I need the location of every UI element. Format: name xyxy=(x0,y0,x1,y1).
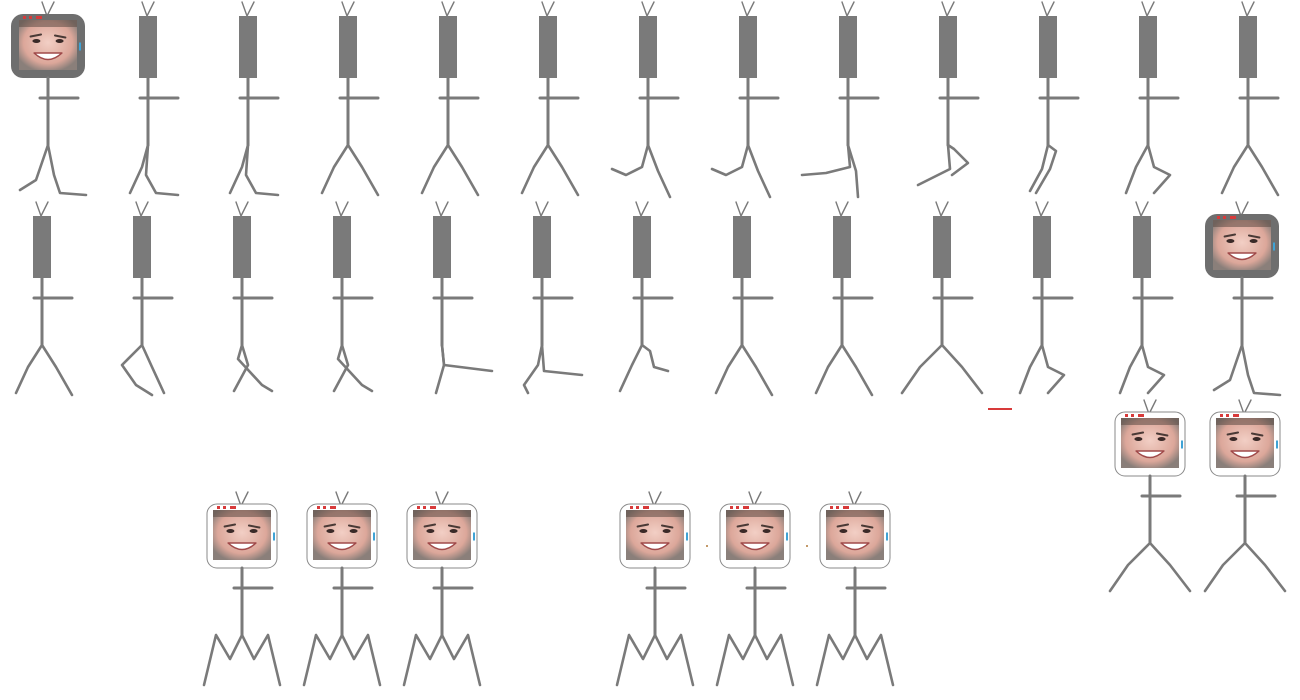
walk-row-2-frame-5 xyxy=(392,200,494,400)
pose-group-middle-frame-2 xyxy=(705,490,805,690)
tan-marker-2 xyxy=(806,545,808,547)
pose-group-right-frame-1 xyxy=(1100,398,1200,598)
walk-row-1-frame-2 xyxy=(98,0,198,200)
walk-row-2-frame-7 xyxy=(592,200,692,400)
walk-row-2-frame-13 xyxy=(1192,200,1292,400)
pose-group-middle-frame-3 xyxy=(805,490,905,690)
walk-row-2-frame-6 xyxy=(492,200,592,400)
walk-row-1-frame-12 xyxy=(1098,0,1198,200)
tan-marker-1 xyxy=(706,545,708,547)
walk-row-1-frame-11 xyxy=(998,0,1098,200)
walk-row-1-frame-6 xyxy=(498,0,598,200)
pose-group-left-frame-1 xyxy=(192,490,292,690)
walk-row-2-frame-8 xyxy=(692,200,792,400)
walk-row-1-frame-8 xyxy=(698,0,798,200)
pose-group-middle-frame-1 xyxy=(605,490,705,690)
walk-row-2-frame-2 xyxy=(92,200,192,400)
red-marker xyxy=(988,408,1012,410)
walk-row-2-frame-9 xyxy=(792,200,892,400)
walk-row-2-frame-3 xyxy=(192,200,292,400)
walk-row-1-frame-7 xyxy=(598,0,698,200)
walk-row-1-frame-10 xyxy=(898,0,998,200)
walk-row-2-frame-11 xyxy=(992,200,1092,400)
walk-row-2-frame-1 xyxy=(0,200,92,400)
walk-row-2-frame-10 xyxy=(892,200,992,400)
walk-row-2-frame-4 xyxy=(292,200,392,400)
walk-row-1-frame-1 xyxy=(0,0,98,200)
pose-group-right-frame-2 xyxy=(1195,398,1295,598)
walk-row-1-frame-3 xyxy=(198,0,298,200)
pose-group-left-frame-2 xyxy=(292,490,392,690)
walk-row-1-frame-4 xyxy=(298,0,398,200)
walk-row-1-frame-13 xyxy=(1198,0,1298,200)
walk-row-1-frame-9 xyxy=(798,0,898,200)
walk-row-1-frame-5 xyxy=(398,0,498,200)
pose-group-left-frame-3 xyxy=(392,490,492,690)
walk-row-2-frame-12 xyxy=(1092,200,1192,400)
